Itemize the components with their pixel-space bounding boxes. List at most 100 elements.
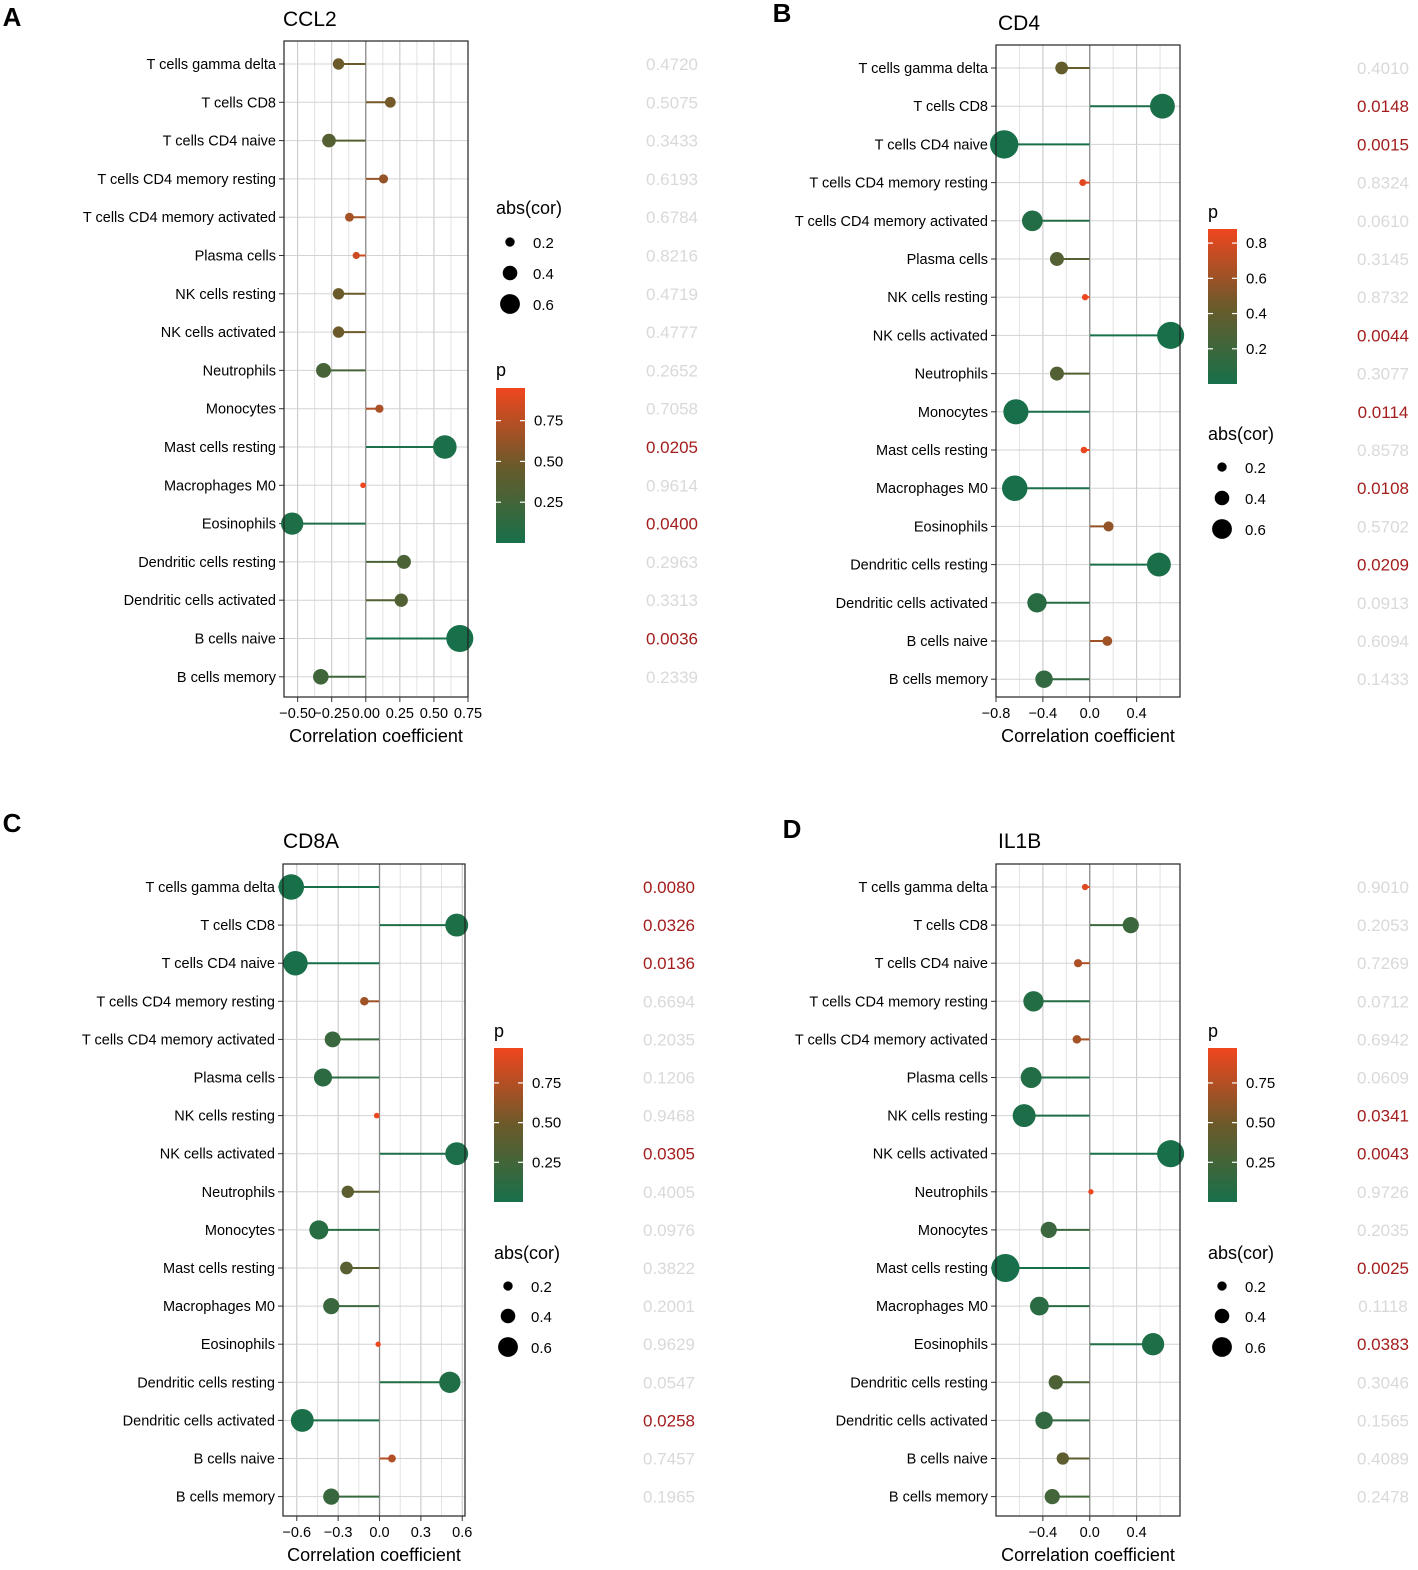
lollipop-dot xyxy=(439,1371,461,1393)
y-tick-label: Eosinophils xyxy=(914,519,988,535)
lollipop-dot xyxy=(1021,210,1043,232)
lollipop-dot xyxy=(281,512,304,535)
lollipop-dot xyxy=(1049,366,1064,381)
lollipop-dot xyxy=(384,96,396,108)
lollipop-dot xyxy=(1029,1296,1049,1316)
p-value-label: 0.0326 xyxy=(643,916,695,935)
x-tick-label: 0.6 xyxy=(452,1525,472,1541)
y-tick-label: Mast cells resting xyxy=(163,1261,275,1277)
y-tick-label: Macrophages M0 xyxy=(163,1299,275,1315)
lollipop-dot xyxy=(1122,917,1139,934)
p-value-label: 0.9010 xyxy=(1357,878,1409,897)
y-tick-label: Mast cells resting xyxy=(876,443,988,459)
x-tick-label: 0.4 xyxy=(1127,1525,1147,1541)
y-tick-label: T cells CD4 naive xyxy=(875,956,988,972)
lollipop-dot xyxy=(332,58,345,70)
lollipop-dot xyxy=(375,404,384,413)
lollipop-dot xyxy=(290,1408,314,1432)
p-value-label: 0.8216 xyxy=(646,247,698,266)
x-tick-label: −0.8 xyxy=(982,706,1011,722)
x-tick-label: 0.4 xyxy=(1127,706,1147,722)
y-tick-label: T cells CD8 xyxy=(201,95,276,111)
x-tick-label: −0.4 xyxy=(1029,706,1058,722)
lollipop-dot xyxy=(360,482,366,489)
p-value-label: 0.2035 xyxy=(643,1030,695,1049)
y-tick-label: B cells naive xyxy=(195,632,276,648)
lollipop-dot xyxy=(322,133,336,148)
size-legend-dot xyxy=(1214,490,1230,506)
y-tick-label: Dendritic cells activated xyxy=(836,1413,988,1429)
color-legend-label: 0.50 xyxy=(532,1115,561,1132)
p-value-label: 0.6942 xyxy=(1357,1030,1409,1049)
y-tick-label: Dendritic cells activated xyxy=(836,596,988,612)
p-value-label: 0.0341 xyxy=(1357,1107,1409,1126)
x-tick-label: 0.50 xyxy=(420,706,448,722)
p-value-label: 0.2053 xyxy=(1357,916,1409,935)
panel-letter: D xyxy=(783,814,802,844)
p-value-label: 0.7457 xyxy=(643,1450,695,1469)
p-value-label: 0.1565 xyxy=(1357,1411,1409,1430)
p-value-label: 0.2339 xyxy=(646,668,698,687)
panel-d: D IL1B T cells gamma delta 0.9010 T cells CD… xyxy=(783,814,1409,1565)
p-value-label: 0.4720 xyxy=(646,55,698,74)
color-legend-title: p xyxy=(1208,1021,1218,1041)
y-tick-label: Neutrophils xyxy=(915,1185,988,1201)
chart-title: CD4 xyxy=(998,12,1040,35)
p-value-label: 0.2001 xyxy=(643,1297,695,1316)
x-tick-label: 0.0 xyxy=(369,1525,389,1541)
plot-frame xyxy=(283,40,469,698)
color-legend-bar xyxy=(1208,229,1237,384)
lollipop-dot xyxy=(1027,593,1047,613)
color-legend-bar xyxy=(494,1048,523,1202)
lollipop-dot xyxy=(1102,636,1113,646)
p-value-label: 0.0305 xyxy=(643,1145,695,1164)
y-tick-label: B cells naive xyxy=(907,634,988,650)
lollipop-dot xyxy=(1141,1333,1165,1356)
x-tick-label: −0.3 xyxy=(324,1525,353,1541)
lollipop-dot xyxy=(1012,1104,1036,1128)
color-legend-bar xyxy=(1208,1048,1237,1202)
lollipop-dot xyxy=(1035,1411,1053,1430)
p-value-label: 0.9726 xyxy=(1357,1183,1409,1202)
size-legend-label: 0.2 xyxy=(533,235,554,252)
lollipop-dot xyxy=(352,251,360,260)
y-tick-label: Plasma cells xyxy=(907,252,988,268)
size-legend-dot xyxy=(500,1308,516,1324)
color-legend-label: 0.50 xyxy=(534,453,563,470)
size-legend-label: 0.6 xyxy=(1245,1340,1266,1357)
lollipop-dot xyxy=(1072,1035,1082,1044)
x-tick-label: 0.0 xyxy=(1080,706,1100,722)
y-tick-label: Dendritic cells activated xyxy=(123,1413,275,1429)
p-value-label: 0.0400 xyxy=(646,515,698,534)
p-value-label: 0.5702 xyxy=(1357,517,1409,536)
y-tick-label: Neutrophils xyxy=(203,363,276,379)
p-value-label: 0.1433 xyxy=(1357,670,1409,689)
y-tick-label: T cells gamma delta xyxy=(859,61,989,77)
y-tick-label: NK cells resting xyxy=(175,287,276,303)
y-tick-label: NK cells activated xyxy=(873,1147,988,1163)
size-legend-dot xyxy=(1212,1337,1232,1357)
p-value-label: 0.1965 xyxy=(643,1488,695,1507)
p-value-label: 0.2652 xyxy=(646,361,698,380)
color-legend-label: 0.6 xyxy=(1246,270,1267,287)
p-value-label: 0.4719 xyxy=(646,285,698,304)
lollipop-dot xyxy=(283,950,308,976)
lollipop-dot xyxy=(445,913,469,937)
y-tick-label: Monocytes xyxy=(206,402,276,418)
y-tick-label: B cells naive xyxy=(907,1452,988,1468)
lollipop-dot xyxy=(1055,61,1068,75)
y-tick-label: Dendritic cells resting xyxy=(137,1375,275,1391)
y-tick-label: T cells gamma delta xyxy=(859,880,989,896)
y-tick-label: T cells CD4 naive xyxy=(163,134,276,150)
lollipop-dot xyxy=(340,1261,353,1275)
y-tick-label: NK cells activated xyxy=(161,325,276,341)
p-value-label: 0.0015 xyxy=(1357,135,1409,154)
y-tick-label: T cells CD4 naive xyxy=(162,956,275,972)
p-value-label: 0.3433 xyxy=(646,132,698,151)
x-tick-label: 0.75 xyxy=(454,706,482,722)
color-legend-title: p xyxy=(496,360,506,380)
p-value-label: 0.0080 xyxy=(643,878,695,897)
lollipop-dot xyxy=(1080,446,1088,454)
y-tick-label: Eosinophils xyxy=(914,1337,988,1353)
